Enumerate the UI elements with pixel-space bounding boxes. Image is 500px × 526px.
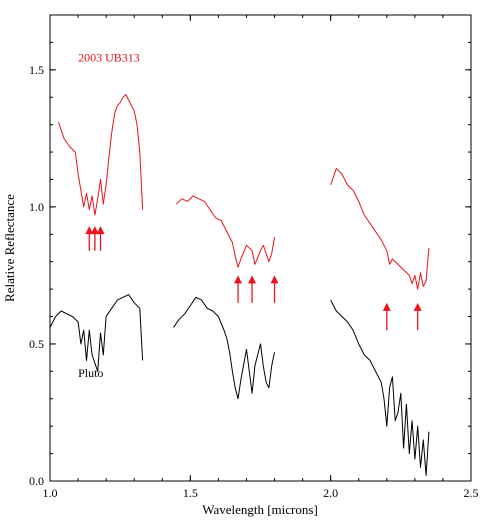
tick-labels: 1.0 1.5 2.0 2.5 0.0 0.5 1.0 1.5 xyxy=(29,63,479,500)
absorption-arrow xyxy=(90,226,99,251)
y-tick-label: 1.5 xyxy=(29,63,44,77)
series-2-segment-3 xyxy=(330,299,430,476)
y-tick-label: 1.0 xyxy=(29,200,44,214)
absorption-arrows xyxy=(85,226,422,331)
plot-frame xyxy=(49,14,472,482)
x-axis-label: Wavelength [microns] xyxy=(202,502,318,517)
series-1-segment-3 xyxy=(330,168,430,290)
absorption-arrow xyxy=(413,302,422,331)
series-2-segment-2 xyxy=(173,296,275,400)
absorption-arrow xyxy=(234,275,243,303)
series-2-segment-1 xyxy=(49,294,144,372)
y-axis-label: Relative Reflectance xyxy=(2,194,17,302)
x-tick-label: 2.5 xyxy=(464,486,479,500)
absorption-arrow xyxy=(270,275,279,303)
series-label-pluto: Pluto xyxy=(78,366,103,380)
arrow-head xyxy=(90,226,99,235)
series-label-ub313: 2003 UB313 xyxy=(78,51,140,65)
arrow-head xyxy=(248,275,257,284)
x-tick-label: 1.0 xyxy=(43,486,58,500)
arrow-head xyxy=(234,275,243,284)
axis-ticks xyxy=(49,14,472,482)
y-tick-label: 0.0 xyxy=(29,474,44,488)
arrow-head xyxy=(270,275,279,284)
series-1-segment-2 xyxy=(175,195,275,268)
series-1-segment-1 xyxy=(57,94,144,216)
absorption-arrow xyxy=(382,302,391,331)
x-tick-label: 1.5 xyxy=(183,486,198,500)
arrow-head xyxy=(96,226,105,235)
arrow-head xyxy=(85,226,94,235)
x-tick-label: 2.0 xyxy=(323,486,338,500)
series-layer xyxy=(49,94,430,476)
y-tick-label: 0.5 xyxy=(29,337,44,351)
arrow-head xyxy=(413,302,422,311)
absorption-arrow xyxy=(248,275,257,303)
arrow-head xyxy=(382,302,391,311)
absorption-arrow xyxy=(85,226,94,251)
absorption-arrow xyxy=(96,226,105,251)
